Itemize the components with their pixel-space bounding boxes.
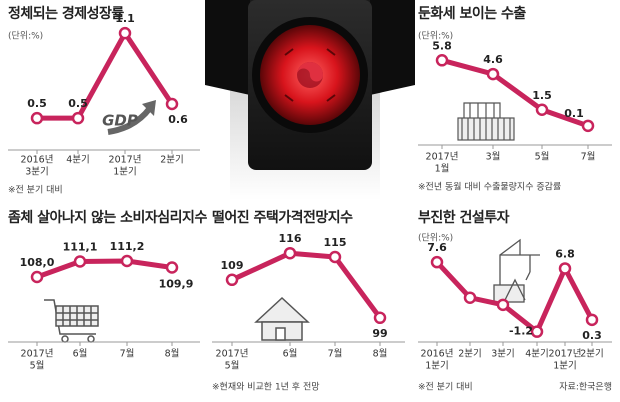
point <box>165 97 179 111</box>
x-tick-label: 2분기 <box>458 349 482 360</box>
footnote: ※현재와 비교한 1년 후 전망 <box>212 381 320 393</box>
line <box>441 57 589 129</box>
point <box>118 26 132 40</box>
chart-title: 좀체 살아나지 않는 소비자심리지수 <box>8 209 207 226</box>
value-label: 0.1 <box>564 107 584 120</box>
crane-icon <box>493 238 540 303</box>
x-tick-label: 6월 <box>73 348 88 360</box>
x-tick-label: 4분기 <box>66 155 90 166</box>
point <box>435 54 449 67</box>
point <box>486 67 500 81</box>
point <box>225 273 239 287</box>
point <box>328 250 342 264</box>
value-label: 1.1 <box>115 12 135 25</box>
x-tick-label: 1분기 <box>553 361 577 372</box>
line <box>37 30 175 121</box>
point <box>496 298 510 312</box>
house-icon <box>254 296 310 341</box>
point <box>120 254 134 268</box>
x-tick-label: 5월 <box>535 151 550 163</box>
unit-label: (단위:%) <box>418 233 453 244</box>
value-label: 111,2 <box>110 240 145 253</box>
x-tick-label: 2017년 <box>109 155 142 166</box>
x-tick-label: 7월 <box>328 348 343 360</box>
value-label: 0.6 <box>168 113 188 126</box>
chart-title: 정체되는 경제성장률 <box>8 5 124 22</box>
value-label: 6.8 <box>555 247 575 260</box>
value-label: 7.6 <box>427 241 447 254</box>
point <box>535 103 549 116</box>
point <box>30 270 44 284</box>
value-label: 115 <box>324 236 347 249</box>
point <box>558 262 572 275</box>
x-tick-label: 1분기 <box>113 167 137 178</box>
source: 자료:한국은행 <box>559 381 612 393</box>
value-label: 99 <box>372 327 387 340</box>
x-tick-label: 2분기 <box>160 155 184 166</box>
footnote: ※전 분기 대비 <box>418 382 473 393</box>
point <box>165 261 179 274</box>
x-tick-label: 2016년 <box>21 155 54 166</box>
x-tick-label: 5월 <box>225 360 240 372</box>
chart-title: 떨어진 주택가격전망지수 <box>212 209 353 226</box>
export-building-icon <box>457 102 515 141</box>
x-tick-label: 1분기 <box>425 361 449 372</box>
x-tick-label: 2017년 <box>426 152 459 163</box>
point <box>283 246 297 260</box>
icon-text: GDP <box>102 112 138 130</box>
unit-label: (단위:%) <box>418 31 453 42</box>
point <box>530 325 544 338</box>
x-tick-label: 6월 <box>283 348 298 360</box>
value-label: 0.3 <box>582 329 602 342</box>
value-label: 4.6 <box>483 53 503 66</box>
unit-label: (단위:%) <box>8 31 43 42</box>
value-label: 0.5 <box>68 97 88 110</box>
cart-icon <box>44 299 99 343</box>
x-tick-label: 8월 <box>373 348 388 360</box>
value-label: 116 <box>279 232 302 245</box>
footnote: ※전 분기 대비 <box>8 185 63 196</box>
point <box>73 255 87 268</box>
x-tick-label: 2016년 <box>421 349 454 360</box>
gdp-arrow-icon <box>107 100 156 135</box>
x-tick-label: 2분기 <box>580 349 604 360</box>
value-label: 109 <box>221 259 244 272</box>
x-tick-label: 3분기 <box>25 167 49 178</box>
value-label: 5.8 <box>432 39 452 52</box>
x-tick-label: 2017년 <box>549 349 582 360</box>
x-tick-label: 1월 <box>435 163 450 175</box>
x-tick-label: 7월 <box>120 348 135 360</box>
value-label: -1.2 <box>509 325 533 338</box>
x-tick-label: 5월 <box>30 360 45 372</box>
line <box>36 258 173 280</box>
x-tick-label: 4분기 <box>525 349 549 360</box>
x-tick-label: 8월 <box>165 348 180 360</box>
x-tick-label: 3분기 <box>491 349 515 360</box>
value-label: 108,0 <box>20 256 55 269</box>
x-tick-label: 3월 <box>486 151 501 163</box>
value-label: 111,1 <box>63 241 98 254</box>
footnote: ※전년 동월 대비 수출물량지수 증감률 <box>418 181 561 193</box>
x-tick-label: 2017년 <box>216 349 249 360</box>
point <box>30 111 44 125</box>
value-label: 109,9 <box>159 278 194 291</box>
line <box>230 250 383 320</box>
chart-title: 둔화세 보이는 수출 <box>418 5 526 22</box>
point <box>581 119 595 133</box>
point <box>585 313 599 327</box>
x-tick-label: 7월 <box>581 151 596 163</box>
x-tick-label: 2017년 <box>21 349 54 360</box>
point <box>463 291 477 304</box>
value-label: 0.5 <box>27 97 47 110</box>
value-label: 1.5 <box>532 89 552 102</box>
point <box>373 311 387 325</box>
traffic-light <box>205 0 415 200</box>
line <box>435 260 595 335</box>
point <box>430 255 444 269</box>
point <box>71 111 85 125</box>
chart-title: 부진한 건설투자 <box>418 209 510 226</box>
